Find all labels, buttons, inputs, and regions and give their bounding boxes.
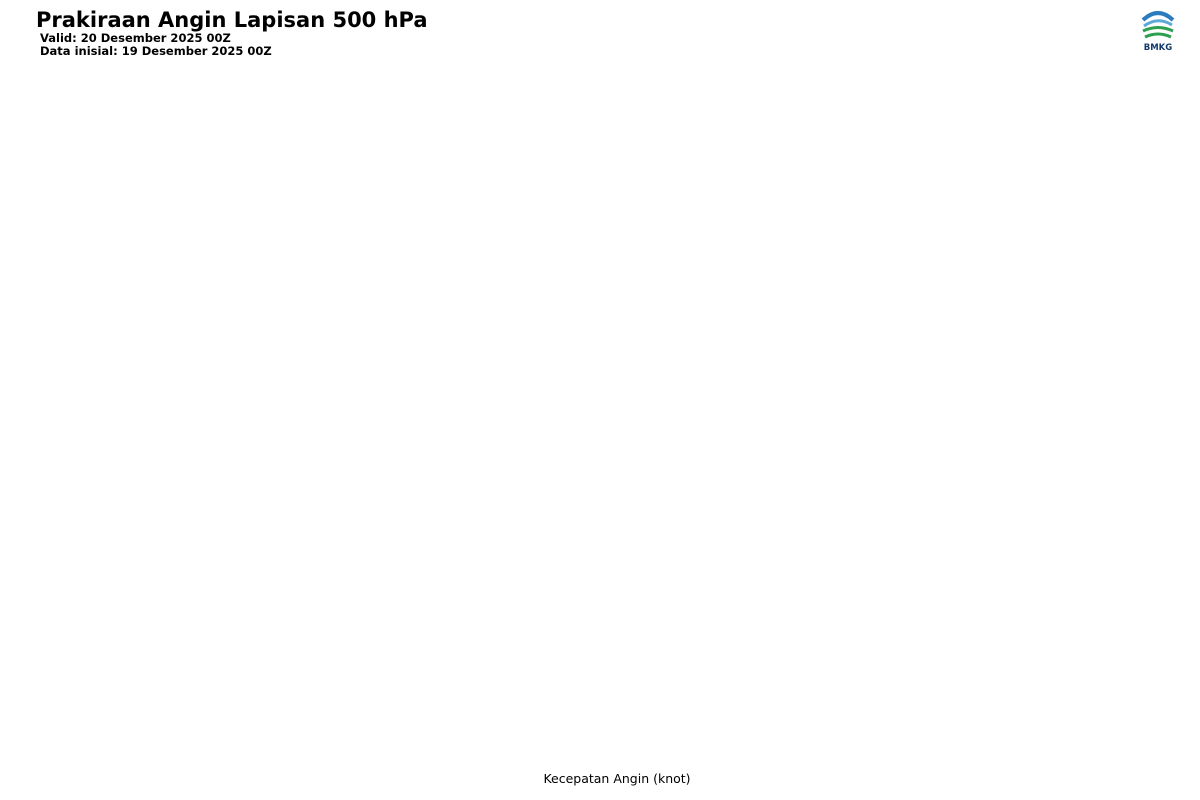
bmkg-logo-stripe-1	[1142, 26, 1174, 33]
bmkg-logo-wave-mid	[1143, 19, 1173, 28]
legend-caption: Kecepatan Angin (knot)	[543, 771, 690, 786]
page-title: Prakiraan Angin Lapisan 500 hPa	[36, 8, 428, 32]
valid-time-label: Valid: 20 Desember 2025 00Z	[40, 31, 231, 45]
bmkg-logo-label: BMKG	[1144, 43, 1173, 53]
bmkg-logo: BMKG	[1141, 7, 1175, 53]
init-time-label: Data inisial: 19 Desember 2025 00Z	[40, 44, 272, 58]
bmkg-logo-stripe-2	[1144, 32, 1172, 39]
bmkg-logo-wave-top	[1141, 11, 1175, 22]
